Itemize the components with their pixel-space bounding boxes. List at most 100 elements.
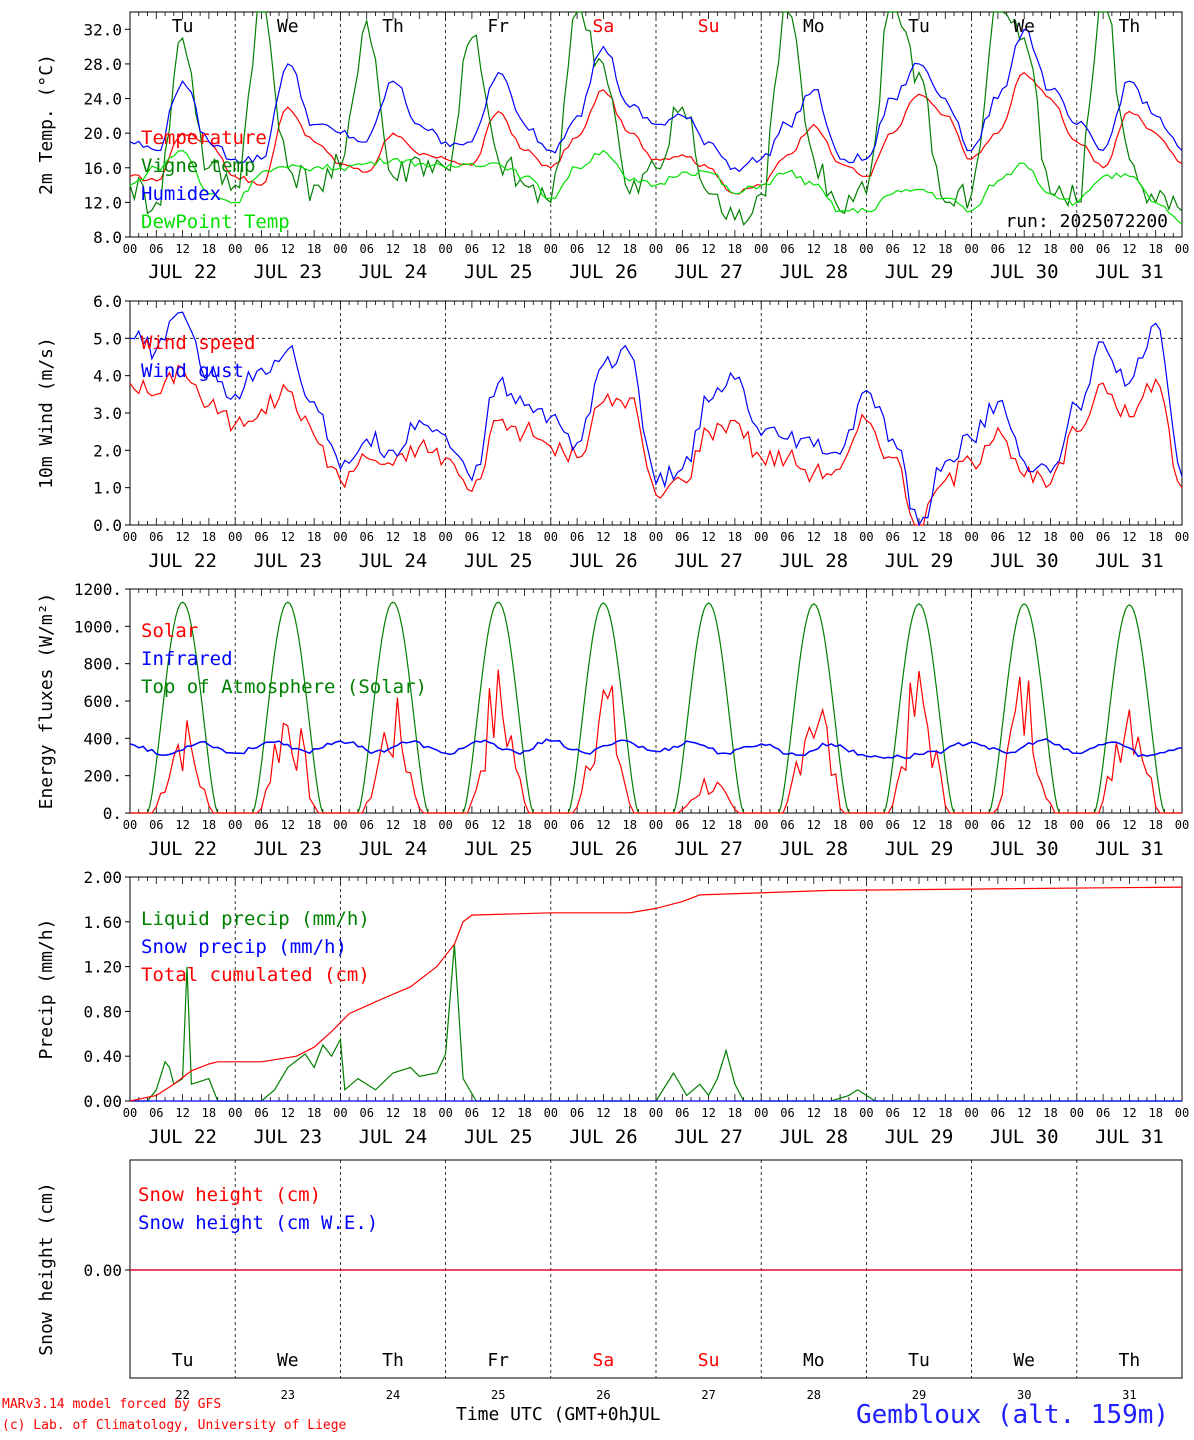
hour-tick-label: 18	[1148, 818, 1162, 832]
weekday-label: Tu	[172, 16, 194, 37]
y-tick-label: 1.20	[83, 958, 122, 977]
date-label: JUL 26	[569, 261, 638, 283]
hour-tick-label: 00	[964, 818, 978, 832]
hour-tick-label: 00	[228, 530, 242, 544]
hour-tick-label: 00	[228, 242, 242, 256]
hour-tick-label: 18	[307, 530, 321, 544]
hour-tick-label: 00	[754, 1106, 768, 1120]
hour-tick-label: 12	[281, 1106, 295, 1120]
legend-entry: Snow precip (mm/h)	[141, 936, 347, 958]
series-line	[129, 11, 1183, 227]
hour-tick-label: 06	[780, 818, 794, 832]
hour-tick-label: 12	[807, 818, 821, 832]
hour-tick-label: 00	[754, 818, 768, 832]
y-tick-label: 1.60	[83, 913, 122, 932]
hour-tick-label: 06	[254, 530, 268, 544]
hour-tick-label: 06	[570, 818, 584, 832]
hour-tick-label: 18	[517, 530, 531, 544]
weekday-label: Th	[382, 1350, 404, 1371]
run-label: run: 2025072200	[1005, 211, 1168, 232]
hour-tick-label: 18	[833, 530, 847, 544]
legend-entry: Humidex	[141, 183, 221, 205]
legend-entry: Wind speed	[141, 332, 255, 354]
day-number-label: 23	[281, 1388, 295, 1402]
hour-tick-label: 06	[780, 530, 794, 544]
hour-tick-label: 12	[912, 242, 926, 256]
hour-tick-label: 00	[649, 530, 663, 544]
series-line	[129, 738, 1183, 760]
y-tick-label: 400.	[83, 729, 122, 748]
date-label: JUL 30	[990, 838, 1059, 860]
date-label: JUL 27	[674, 550, 743, 572]
hour-tick-label: 18	[202, 242, 216, 256]
hour-tick-label: 18	[517, 242, 531, 256]
hour-tick-label: 00	[438, 242, 452, 256]
hour-tick-label: 06	[359, 1106, 373, 1120]
hour-tick-label: 00	[649, 242, 663, 256]
hour-tick-label: 00	[123, 818, 137, 832]
date-label: JUL 29	[885, 1126, 954, 1148]
hour-tick-label: 06	[149, 1106, 163, 1120]
legend-entry: Vigne temp	[141, 155, 255, 177]
hour-tick-label: 18	[307, 1106, 321, 1120]
hour-tick-label: 18	[728, 530, 742, 544]
hour-tick-label: 06	[149, 818, 163, 832]
date-label: JUL 31	[1095, 261, 1164, 283]
hour-tick-label: 00	[544, 818, 558, 832]
hour-tick-label: 12	[281, 242, 295, 256]
hour-tick-label: 18	[412, 1106, 426, 1120]
legend-entry: Infrared	[141, 648, 233, 670]
hour-tick-label: 00	[754, 242, 768, 256]
hour-tick-label: 06	[359, 242, 373, 256]
hour-tick-label: 06	[465, 242, 479, 256]
hour-tick-label: 12	[491, 530, 505, 544]
legend-entry: Temperature	[141, 127, 267, 149]
hour-tick-label: 00	[859, 530, 873, 544]
hour-tick-label: 12	[1017, 1106, 1031, 1120]
hour-tick-label: 18	[1043, 1106, 1057, 1120]
hour-tick-label: 12	[491, 818, 505, 832]
hour-tick-label: 00	[438, 818, 452, 832]
y-tick-label: 2.0	[93, 441, 122, 460]
hour-tick-label: 00	[333, 1106, 347, 1120]
weekday-label: Fr	[487, 16, 509, 37]
hour-tick-label: 18	[938, 1106, 952, 1120]
weekday-label: Tu	[908, 1350, 930, 1371]
hour-tick-label: 18	[1043, 242, 1057, 256]
hour-tick-label: 06	[991, 1106, 1005, 1120]
hour-tick-label: 00	[438, 1106, 452, 1120]
hour-tick-label: 12	[175, 242, 189, 256]
hour-tick-label: 12	[386, 530, 400, 544]
hour-tick-label: 12	[1017, 242, 1031, 256]
hour-tick-label: 18	[1043, 818, 1057, 832]
panel-precip	[125, 876, 1183, 1102]
y-tick-label: 1000.	[74, 617, 122, 636]
hour-tick-label: 12	[491, 1106, 505, 1120]
date-label: JUL 22	[148, 550, 217, 572]
hour-tick-label: 06	[885, 1106, 899, 1120]
hour-tick-label: 06	[465, 818, 479, 832]
day-number-label: 26	[596, 1388, 610, 1402]
hour-tick-label: 12	[386, 818, 400, 832]
hour-tick-label: 18	[1148, 1106, 1162, 1120]
series-line	[130, 944, 1182, 1102]
hour-tick-label: 06	[991, 242, 1005, 256]
series-line	[129, 311, 1183, 527]
panel-temp	[125, 11, 1183, 238]
weekday-label: Th	[1119, 1350, 1141, 1371]
hour-tick-label: 06	[885, 530, 899, 544]
hour-tick-label: 00	[754, 530, 768, 544]
hour-tick-label: 00	[964, 242, 978, 256]
hour-tick-label: 00	[1175, 1106, 1189, 1120]
weekday-label: We	[1013, 1350, 1035, 1371]
hour-tick-label: 18	[1148, 242, 1162, 256]
date-label: JUL 31	[1095, 1126, 1164, 1148]
hour-tick-label: 12	[596, 1106, 610, 1120]
y-axis-label: Snow height (cm)	[36, 1182, 57, 1355]
hour-tick-label: 18	[622, 530, 636, 544]
hour-tick-label: 00	[859, 242, 873, 256]
hour-tick-label: 18	[307, 818, 321, 832]
panel-wind	[125, 300, 1183, 526]
date-label: JUL 31	[1095, 550, 1164, 572]
hour-tick-label: 12	[596, 530, 610, 544]
